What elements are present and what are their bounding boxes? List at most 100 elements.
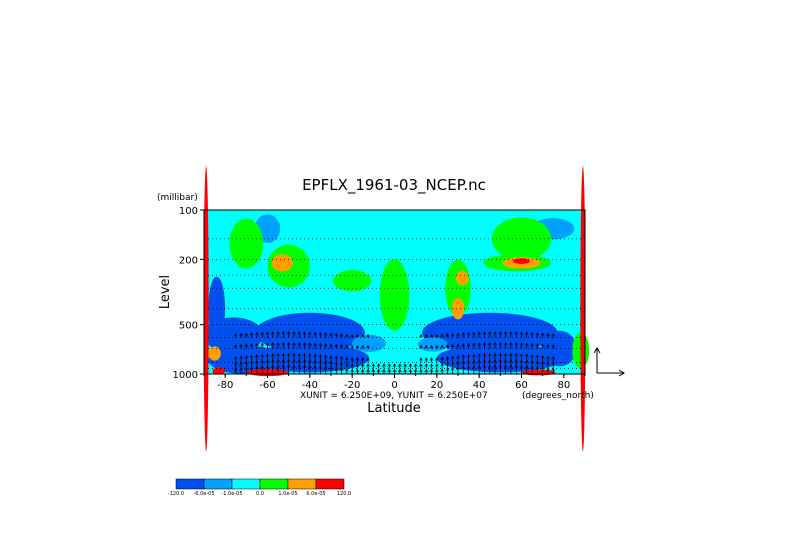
flux-arrow-head (286, 352, 291, 357)
flux-vectors (233, 331, 556, 374)
flux-arrow-head (355, 357, 360, 361)
flux-arrow-head (366, 334, 370, 338)
flux-arrow-head (403, 363, 407, 367)
reference-vector (593, 347, 625, 377)
x-tick-label: 60 (515, 380, 528, 391)
flux-arrow-head (429, 345, 434, 349)
y-tick-label: 100 (179, 206, 198, 217)
flux-arrow-head (487, 342, 492, 346)
y-tick-label: 500 (179, 321, 198, 332)
flux-arrow-head (308, 353, 312, 357)
flux-arrow-head (493, 352, 497, 357)
flux-arrow-head (535, 354, 540, 358)
flux-arrow-head (498, 352, 503, 357)
flux-arrow-head (519, 331, 524, 335)
flux-arrow-head (540, 332, 545, 336)
flux-arrow-head (424, 363, 429, 367)
flux-arrow-head (419, 368, 423, 373)
flux-arrow-head (345, 344, 349, 348)
flux-arrow-head (345, 368, 349, 372)
flux-arrow-head (350, 363, 354, 367)
flux-arrow-head (503, 331, 508, 335)
flux-arrow-head (429, 357, 434, 361)
reference-vector-horizontal-head (618, 369, 625, 377)
flux-arrow-head (366, 345, 370, 349)
flux-arrow-head (249, 343, 254, 347)
flux-arrow-head (382, 368, 386, 373)
flux-arrow-head (530, 331, 534, 336)
flux-arrow-head (429, 368, 434, 373)
flux-arrow-head (466, 331, 471, 336)
plot-area (203, 166, 590, 452)
flux-arrow-head (292, 342, 296, 346)
flux-arrow-head (260, 331, 264, 335)
flux-arrow-head (472, 331, 476, 335)
flux-arrow-head (530, 342, 534, 347)
flux-arrow-head (329, 332, 333, 336)
flux-arrow-head (360, 357, 365, 361)
flux-arrow-head (424, 357, 429, 361)
flux-arrow-head (535, 332, 540, 336)
flux-arrow-head (445, 333, 450, 337)
legend-label: 6.0e-05 (306, 491, 325, 497)
flux-arrow-head (398, 363, 402, 367)
legend-swatch (259, 478, 289, 490)
flux-arrow-head (334, 332, 339, 337)
flux-arrow-head (302, 353, 307, 357)
flux-arrow-head (487, 331, 492, 335)
flux-arrow-head (450, 332, 455, 337)
flux-arrow-head (255, 342, 259, 347)
flux-arrow-head (260, 353, 264, 358)
flux-arrow-head (466, 342, 471, 347)
flux-arrow-head (382, 363, 386, 367)
flux-arrow-head (456, 332, 460, 336)
flux-arrow-head (281, 352, 286, 357)
flux-arrow-head (350, 368, 354, 373)
color-legend: -120.0 -6.0e-05 -1.0e-05 0.0 1.0e-05 6.0e-05 1… (168, 478, 351, 497)
flux-arrow-head (249, 332, 254, 336)
flux-arrow-head (503, 342, 508, 346)
flux-arrow-head (498, 331, 503, 335)
flux-arrow-head (308, 342, 312, 346)
contour-region (451, 298, 465, 320)
flux-arrow-head (355, 345, 360, 349)
y-tick-label: 1000 (173, 370, 198, 381)
chart-title: EPFLX_1961-03_NCEP.nc (302, 176, 486, 195)
y-tick-label: 200 (179, 255, 198, 266)
x-tick-label: 80 (557, 380, 570, 391)
y-axis-label: Level (158, 275, 173, 309)
flux-arrow-head (514, 331, 518, 335)
flux-arrow-head (329, 355, 333, 359)
flux-arrow-head (435, 368, 439, 373)
flux-arrow-head (435, 334, 439, 338)
flux-arrow-head (360, 345, 365, 349)
flux-arrow-head (525, 353, 529, 358)
flux-arrow-head (323, 354, 328, 358)
flux-arrow-head (440, 356, 444, 360)
flux-arrow-head (350, 345, 354, 349)
flux-arrow-head (339, 356, 344, 360)
flux-arrow-head (445, 356, 450, 360)
legend-label: -120.0 (168, 491, 184, 497)
flux-arrow-head (249, 354, 254, 358)
flux-arrow-head (371, 363, 376, 367)
contour-region (208, 346, 221, 361)
legend-swatch (203, 478, 233, 490)
flux-arrow-head (424, 345, 429, 349)
contour-region (542, 330, 577, 367)
flux-arrow-head (355, 334, 360, 338)
flux-arrow-head (239, 355, 243, 359)
vector-scale-label: XUNIT = 6.250E+09, YUNIT = 6.250E+07 (300, 391, 488, 401)
legend-label: 120.0 (337, 491, 351, 497)
contour-region (580, 166, 586, 452)
flux-arrow-head (345, 362, 349, 367)
flux-arrow-head (551, 333, 556, 337)
flux-arrow-head (435, 363, 439, 367)
flux-arrow-head (525, 342, 529, 346)
flux-arrow-head (318, 342, 323, 347)
flux-arrow-head (292, 331, 296, 335)
flux-arrow-head (408, 368, 413, 373)
flux-arrow-head (525, 331, 529, 335)
flux-arrow-head (445, 362, 450, 366)
x-tick-label: 0 (391, 380, 397, 391)
